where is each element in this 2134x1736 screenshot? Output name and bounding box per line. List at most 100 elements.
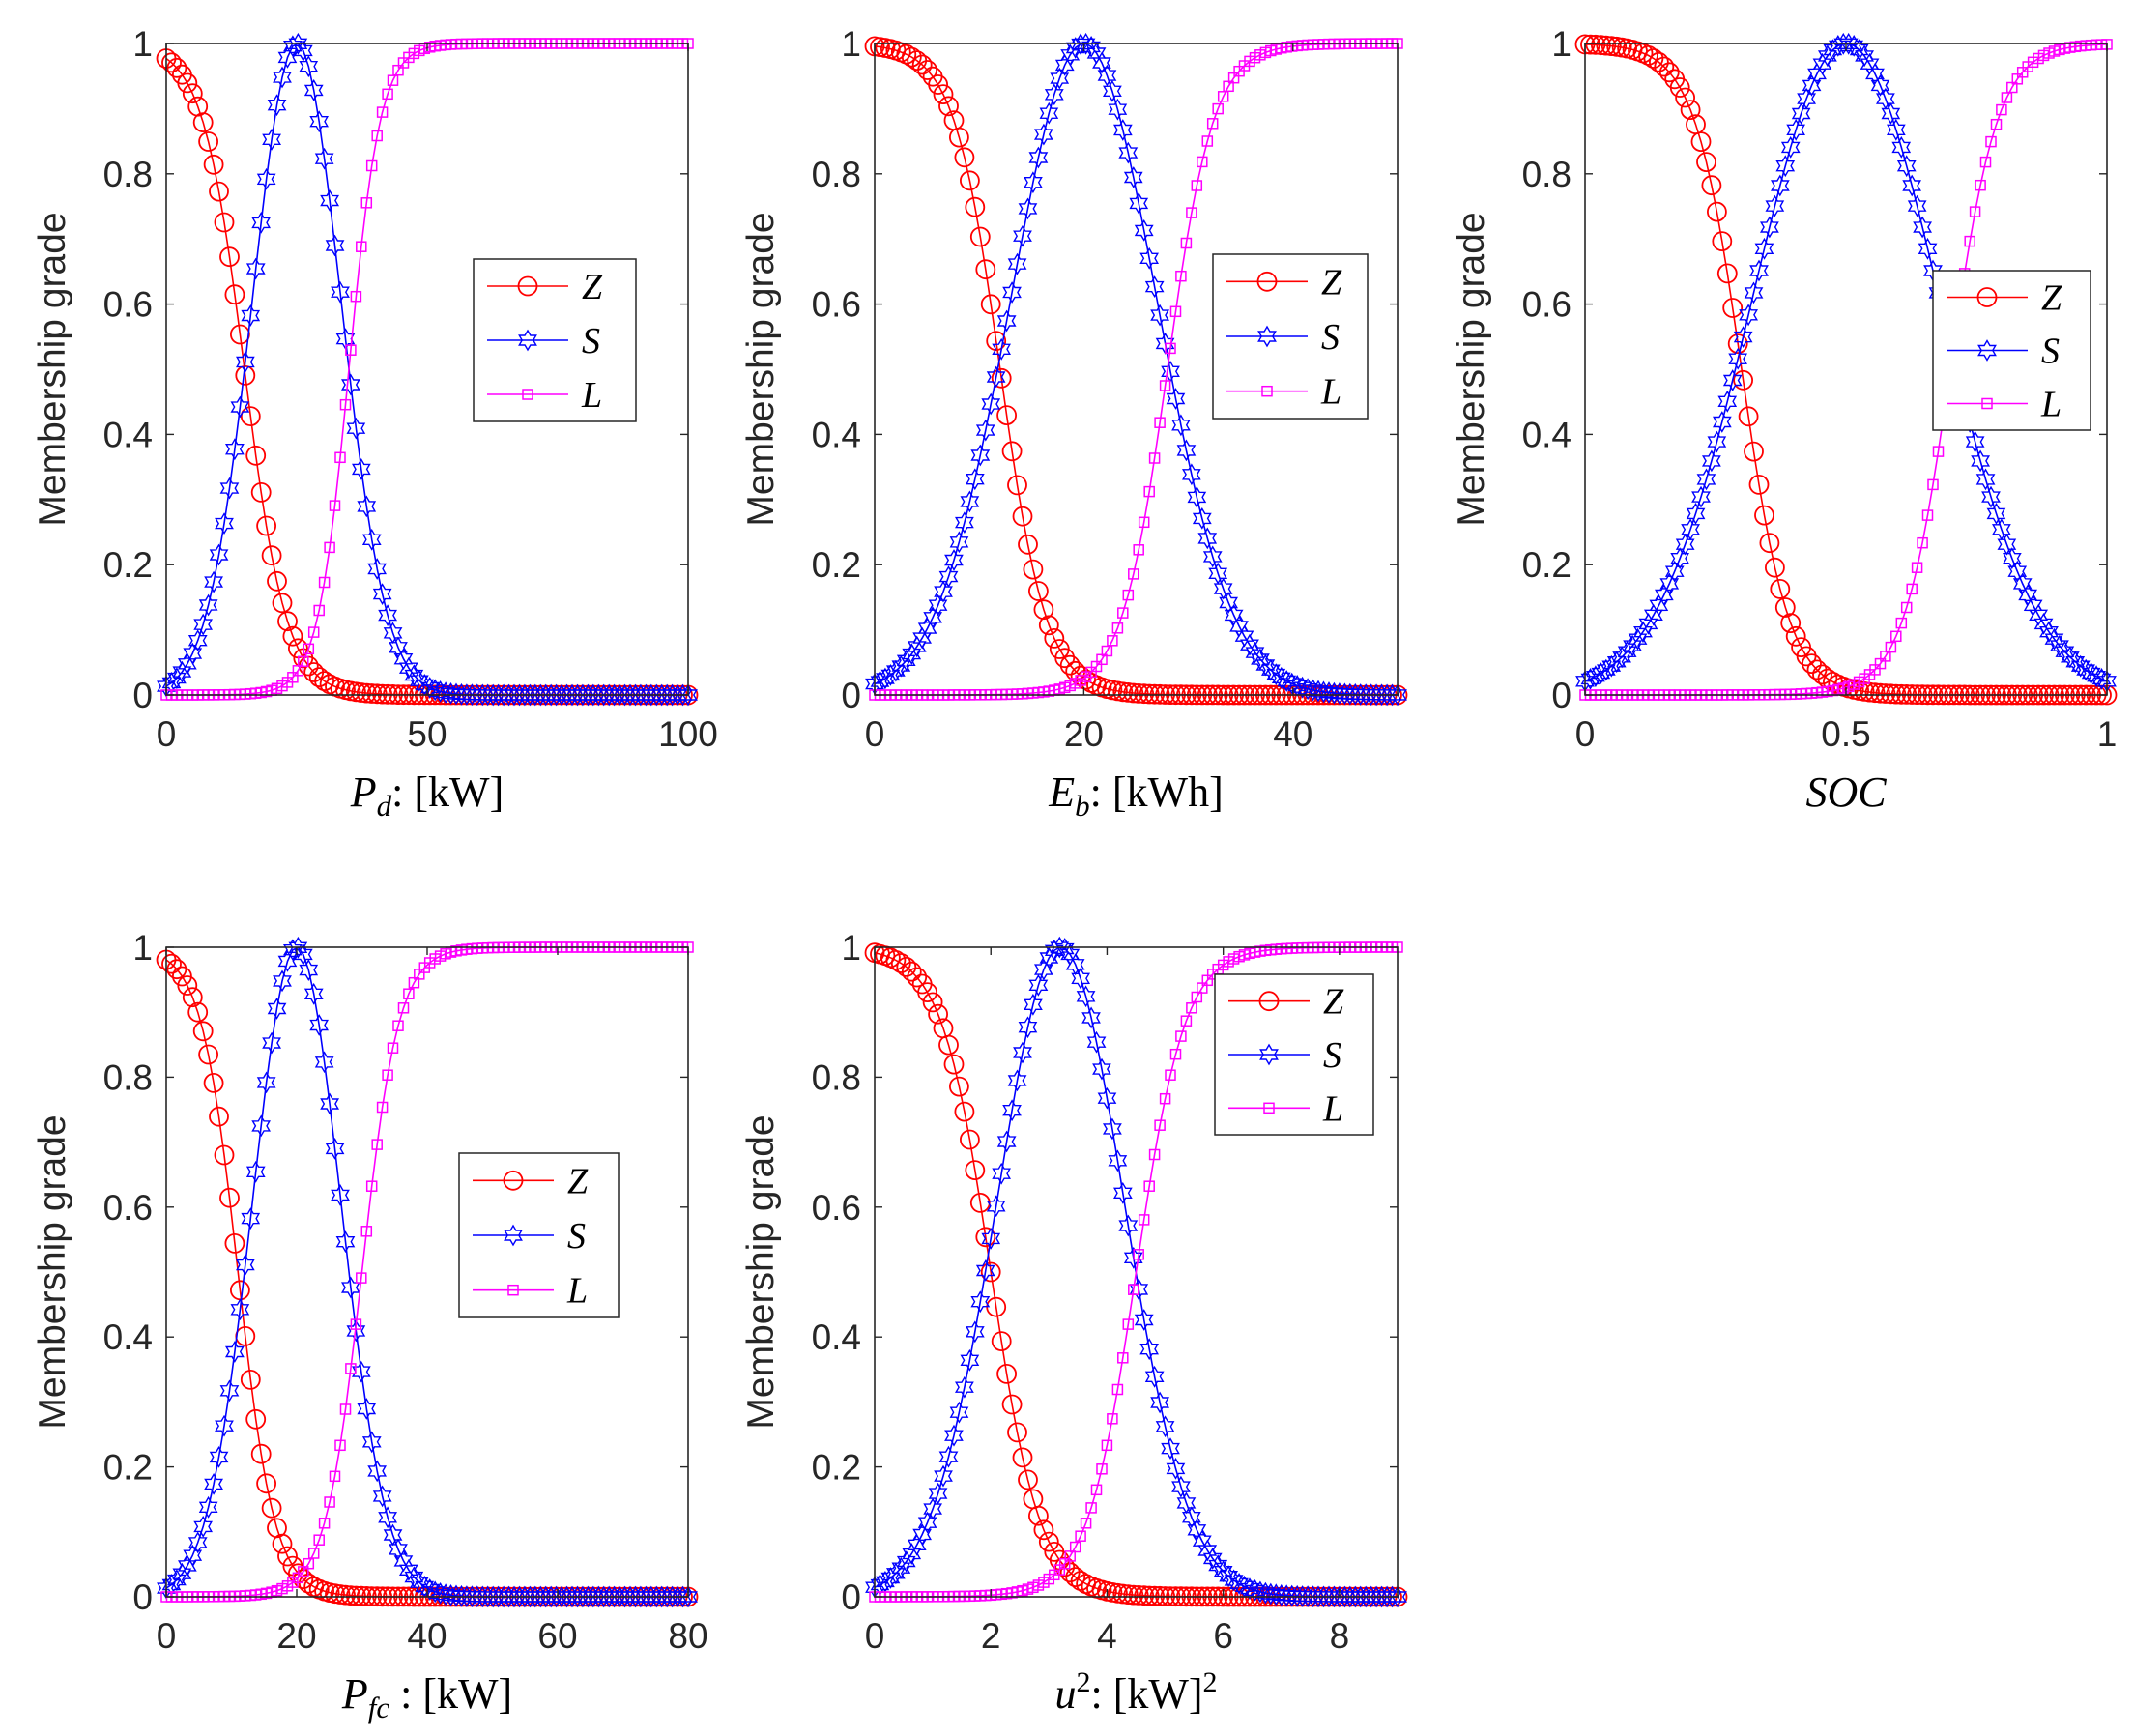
data-point-L bbox=[1117, 607, 1129, 619]
data-point-S bbox=[1655, 584, 1674, 606]
data-point-Z bbox=[1774, 597, 1796, 618]
data-point-Z bbox=[214, 212, 235, 233]
data-point-S bbox=[934, 580, 953, 603]
data-point-S bbox=[1691, 485, 1711, 508]
data-point-S bbox=[1623, 634, 1643, 657]
data-point-L bbox=[350, 290, 362, 303]
data-point-S bbox=[172, 1562, 192, 1585]
data-point-S bbox=[372, 583, 392, 605]
y-tick-label: 0.6 bbox=[812, 1188, 861, 1228]
data-point-S bbox=[1018, 1016, 1038, 1039]
legend-marker bbox=[1977, 339, 1997, 362]
data-point-S bbox=[1749, 259, 1769, 282]
data-point-S bbox=[1013, 1041, 1032, 1064]
data-point-S bbox=[1007, 1069, 1027, 1092]
data-point-Z bbox=[1707, 201, 1727, 222]
data-point-Z bbox=[330, 1584, 351, 1605]
data-point-S bbox=[1197, 527, 1218, 550]
data-point-Z bbox=[182, 83, 203, 104]
data-point-S bbox=[1971, 449, 1991, 473]
data-point-L bbox=[1969, 206, 1981, 217]
data-point-Z bbox=[954, 1101, 975, 1122]
y-tick-label: 0 bbox=[841, 1577, 861, 1617]
data-point-S bbox=[896, 649, 916, 672]
data-point-Z bbox=[1765, 557, 1785, 578]
data-point-L bbox=[329, 1470, 341, 1483]
y-tick-label: 0.8 bbox=[1522, 155, 1572, 194]
data-point-L bbox=[1201, 135, 1214, 147]
data-point-S bbox=[2003, 547, 2022, 570]
chart-eb: 0 20 40 0 0.2 0.4 0.6 0.8 1 Membership grade Eb: [… bbox=[740, 24, 1408, 823]
x-axis-label-subscript: d bbox=[377, 789, 392, 823]
data-point-S bbox=[1150, 304, 1170, 327]
data-point-Z bbox=[1591, 35, 1611, 56]
data-point-S bbox=[2029, 603, 2049, 626]
data-point-S bbox=[335, 1230, 356, 1254]
data-point-Z bbox=[256, 1473, 277, 1494]
data-point-L bbox=[1180, 237, 1193, 249]
data-point-S bbox=[1907, 194, 1927, 217]
x-axis-label: SOC bbox=[1805, 768, 1887, 816]
data-point-Z bbox=[986, 331, 1007, 352]
data-point-S bbox=[361, 1431, 382, 1454]
x-tick-label: 4 bbox=[1097, 1616, 1117, 1656]
data-point-L bbox=[1101, 1439, 1113, 1452]
data-point-L bbox=[1191, 180, 1203, 191]
data-point-S bbox=[954, 1375, 974, 1399]
data-point-S bbox=[187, 1531, 208, 1554]
data-point-S bbox=[303, 79, 324, 101]
data-point-S bbox=[1171, 414, 1191, 437]
legend: ZSL bbox=[1212, 253, 1369, 420]
data-point-S bbox=[262, 1031, 282, 1055]
data-point-L bbox=[1906, 583, 1918, 595]
data-point-S bbox=[1071, 967, 1091, 990]
data-point-Z bbox=[1580, 34, 1600, 55]
data-point-Z bbox=[1785, 625, 1806, 647]
x-tick-label: 80 bbox=[668, 1616, 707, 1656]
data-point-Z bbox=[1028, 581, 1049, 601]
data-point-L bbox=[365, 159, 378, 172]
data-point-S bbox=[183, 642, 203, 665]
x-axis-label-subscript: fc bbox=[368, 1691, 390, 1724]
y-tick-label: 0 bbox=[132, 1577, 153, 1617]
data-point-S bbox=[1388, 1585, 1407, 1608]
legend-entry-Z: Z bbox=[473, 1161, 589, 1201]
data-point-Z bbox=[949, 1076, 969, 1097]
data-point-S bbox=[954, 511, 974, 534]
data-point-S bbox=[934, 1464, 953, 1488]
data-point-L bbox=[1090, 1484, 1103, 1496]
data-point-S bbox=[425, 679, 445, 702]
data-point-S bbox=[209, 1446, 229, 1468]
data-point-Z bbox=[293, 1569, 314, 1590]
data-point-S bbox=[891, 654, 911, 678]
data-point-S bbox=[352, 458, 371, 480]
data-point-S bbox=[1659, 572, 1680, 595]
data-point-S bbox=[1728, 347, 1747, 370]
data-point-S bbox=[938, 565, 959, 588]
data-point-L bbox=[1075, 1530, 1086, 1542]
data-point-S bbox=[2033, 613, 2054, 635]
data-point-Z bbox=[1144, 1585, 1165, 1606]
y-tick-label: 0.4 bbox=[103, 415, 153, 454]
data-point-S bbox=[975, 1259, 995, 1282]
data-point-S bbox=[1292, 676, 1312, 699]
data-point-S bbox=[1707, 430, 1727, 453]
data-point-Z bbox=[192, 1021, 214, 1042]
data-point-L bbox=[371, 1139, 383, 1150]
data-point-S bbox=[204, 570, 224, 593]
data-point-Z bbox=[896, 957, 917, 977]
data-point-Z bbox=[901, 961, 922, 982]
data-point-Z bbox=[209, 181, 229, 202]
data-point-S bbox=[2018, 584, 2037, 606]
data-point-S bbox=[419, 677, 440, 699]
data-point-L bbox=[1096, 1463, 1108, 1475]
data-point-Z bbox=[1675, 87, 1695, 108]
data-point-L bbox=[382, 88, 393, 101]
data-point-Z bbox=[1738, 406, 1759, 427]
data-point-Z bbox=[245, 445, 267, 466]
series-line-S bbox=[874, 43, 1398, 696]
data-point-L bbox=[313, 604, 325, 617]
data-point-S bbox=[1251, 648, 1270, 671]
data-point-S bbox=[256, 1071, 276, 1094]
data-point-S bbox=[912, 1523, 932, 1546]
